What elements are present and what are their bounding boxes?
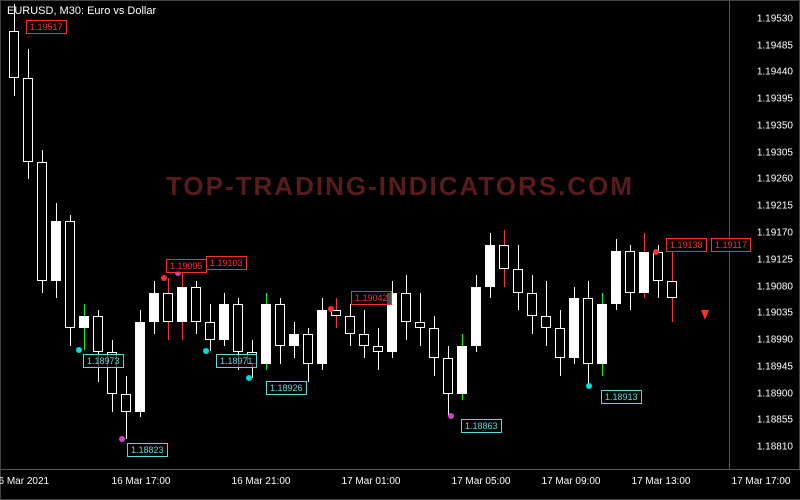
candle-body [163, 293, 173, 323]
candle-body [415, 322, 425, 328]
chart-container: EURUSD, M30: Euro vs Dollar 1.19517 1.189… [0, 0, 800, 500]
price-label: 1.18913 [601, 390, 642, 404]
y-tick: 1.19215 [757, 201, 793, 212]
price-label: 1.19138 [666, 238, 707, 252]
candle-body [597, 304, 607, 363]
candle-body [499, 245, 509, 269]
indicator-marker [76, 347, 82, 353]
candle-body [177, 287, 187, 323]
price-label: 1.18973 [83, 354, 124, 368]
y-tick: 1.18810 [757, 442, 793, 453]
y-axis: 1.19530 1.19485 1.19440 1.19395 1.19350 1.193… [729, 1, 799, 471]
x-tick: 17 Mar 05:00 [452, 476, 511, 487]
indicator-marker [246, 375, 252, 381]
y-tick: 1.18855 [757, 415, 793, 426]
x-tick: 16 Mar 17:00 [112, 476, 171, 487]
candle-body [359, 334, 369, 346]
y-tick: 1.18900 [757, 388, 793, 399]
candle-body [513, 269, 523, 293]
x-tick: 17 Mar 01:00 [342, 476, 401, 487]
price-label: 1.19117 [711, 238, 751, 252]
price-label: 1.19095 [166, 259, 207, 273]
x-tick: 16 Mar 2021 [0, 476, 49, 487]
y-tick: 1.19035 [757, 308, 793, 319]
candle-body [191, 287, 201, 323]
candle-body [345, 316, 355, 334]
price-label: 1.18971 [216, 354, 257, 368]
plot-area[interactable]: 1.19517 1.18973 1.18823 1.190951.19103 1.189… [1, 1, 731, 471]
candle-body [303, 334, 313, 364]
candle-body [275, 304, 285, 346]
candle-body [219, 304, 229, 340]
x-tick: 17 Mar 09:00 [542, 476, 601, 487]
indicator-marker [119, 436, 125, 442]
y-tick: 1.18945 [757, 361, 793, 372]
candle-body [667, 281, 677, 299]
candle-body [541, 316, 551, 328]
candle-body [485, 245, 495, 287]
y-tick: 1.19260 [757, 174, 793, 185]
y-tick: 1.19395 [757, 94, 793, 105]
y-tick: 1.19440 [757, 67, 793, 78]
candle-body [443, 358, 453, 394]
x-tick: 17 Mar 17:00 [732, 476, 791, 487]
y-tick: 1.19350 [757, 120, 793, 131]
y-tick: 1.19125 [757, 254, 793, 265]
candle-body [611, 251, 621, 305]
candle-body [135, 322, 145, 411]
candle-body [23, 78, 33, 161]
chart-title: EURUSD, M30: Euro vs Dollar [7, 5, 156, 17]
x-tick: 16 Mar 21:00 [232, 476, 291, 487]
candle-wick [420, 293, 421, 347]
indicator-marker [161, 275, 167, 281]
price-label: 1.18863 [461, 419, 502, 433]
x-axis: 16 Mar 2021 16 Mar 17:00 16 Mar 21:00 17 Ma… [1, 469, 800, 499]
y-tick: 1.18990 [757, 335, 793, 346]
candle-body [625, 251, 635, 293]
price-label: 1.18926 [266, 381, 307, 395]
y-tick: 1.19080 [757, 281, 793, 292]
candle-body [653, 252, 663, 281]
down-arrow-icon [701, 310, 709, 320]
y-tick: 1.19485 [757, 40, 793, 51]
x-tick: 17 Mar 13:00 [632, 476, 691, 487]
indicator-marker [448, 413, 454, 419]
price-label: 1.19103 [206, 256, 247, 270]
candle-body [149, 293, 159, 323]
candle-body [457, 346, 467, 394]
price-label: 1.18823 [127, 443, 168, 457]
y-tick: 1.19305 [757, 147, 793, 158]
y-tick: 1.19170 [757, 228, 793, 239]
candle-body [429, 328, 439, 358]
candle-body [51, 221, 61, 280]
candle-body [9, 31, 19, 79]
watermark: TOP-TRADING-INDICATORS.COM [166, 171, 634, 202]
price-label: 1.19042 [351, 291, 392, 305]
candle-body [401, 293, 411, 323]
candle-body [527, 293, 537, 317]
candle-body [37, 162, 47, 281]
candle-body [261, 304, 271, 363]
candle-body [233, 304, 243, 352]
candle-body [373, 346, 383, 352]
candle-body [121, 394, 131, 412]
candle-body [639, 252, 649, 292]
indicator-marker [586, 383, 592, 389]
candle-body [93, 316, 103, 352]
candle-body [569, 298, 579, 357]
candle-body [65, 221, 75, 328]
candle-body [289, 334, 299, 346]
candle-body [79, 316, 89, 328]
candle-body [583, 298, 593, 363]
candle-body [471, 287, 481, 346]
y-tick: 1.19530 [757, 13, 793, 24]
candle-body [555, 328, 565, 358]
candle-wick [546, 281, 547, 346]
candle-body [205, 322, 215, 340]
price-label: 1.19517 [26, 20, 67, 34]
indicator-marker [203, 348, 209, 354]
candle-body [317, 310, 327, 364]
